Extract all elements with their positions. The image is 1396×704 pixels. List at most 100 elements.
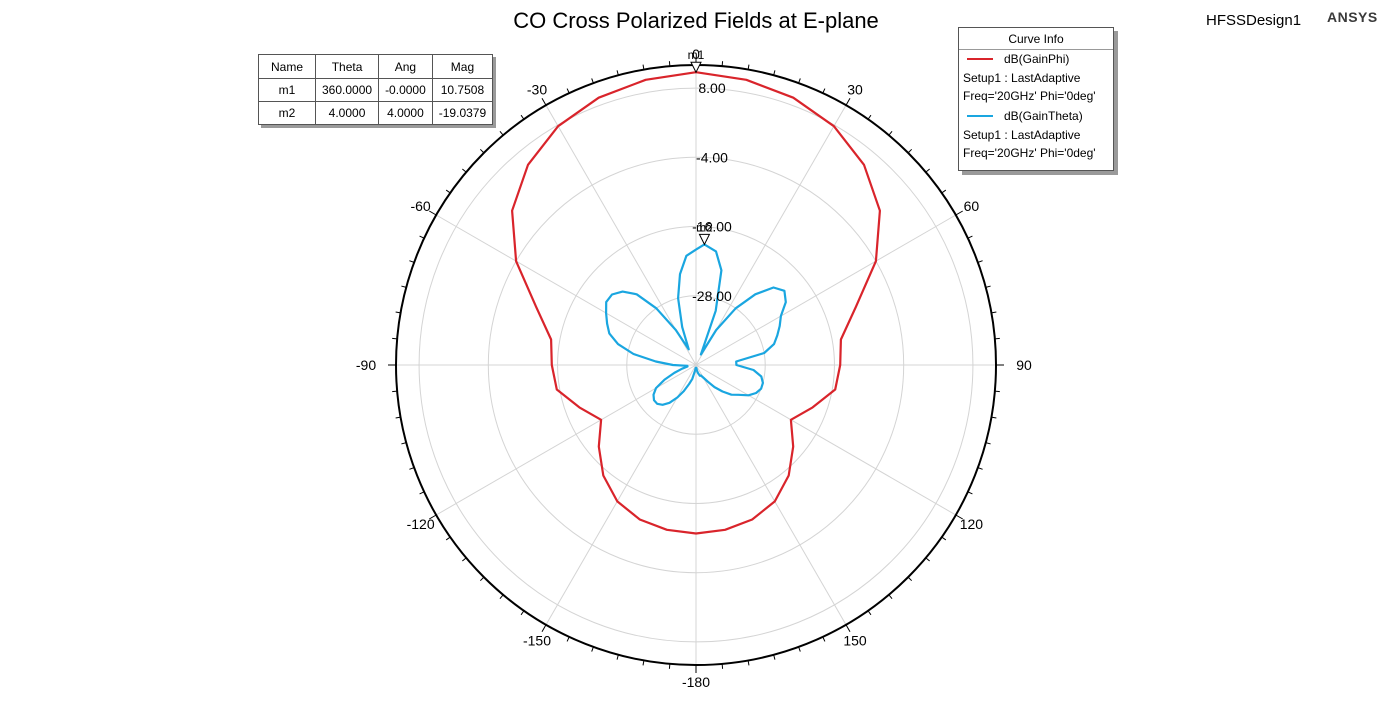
cell-mag: -19.0379	[431, 101, 494, 125]
angle-tick	[941, 536, 947, 541]
cell-ang: 4.0000	[378, 101, 433, 125]
angle-tick	[985, 285, 991, 288]
angle-tick	[479, 148, 485, 154]
legend-series-name: dB(GainTheta)	[1004, 109, 1083, 123]
angle-tick	[967, 491, 973, 495]
angle-tick	[967, 235, 973, 239]
grid-spoke	[435, 364, 697, 516]
angle-tick	[419, 491, 425, 495]
angle-label: 150	[843, 632, 867, 648]
legend-series-name: dB(GainPhi)	[1004, 52, 1070, 66]
angle-label: 0	[692, 46, 700, 62]
grid-spoke	[695, 364, 957, 516]
marker-table: Name Theta Ang Mag m1 360.0000 -0.0000 1…	[258, 54, 494, 125]
angle-tick	[773, 654, 776, 660]
angle-tick	[499, 131, 504, 136]
cell-ang: -0.0000	[378, 78, 433, 102]
angle-label: -60	[410, 198, 430, 214]
marker-label: m2	[696, 220, 713, 234]
angle-tick	[520, 610, 525, 616]
radial-tick-label: -16.00	[692, 219, 732, 235]
angle-tick	[747, 660, 750, 666]
radial-tick-label: -4.00	[696, 149, 728, 165]
grid-spoke	[695, 104, 847, 366]
series-line-gaintheta	[605, 243, 787, 406]
chart-title: CO Cross Polarized Fields at E-plane	[513, 8, 879, 33]
angle-tick	[991, 416, 997, 419]
angle-label: -90	[356, 357, 376, 373]
angle-tick	[591, 646, 594, 652]
axis-labels: 0 30 60 90 120 150 -180 -150 -120 -90 -60 -30 8.00 -4…	[356, 46, 1032, 690]
cell-name: m1	[258, 78, 316, 102]
legend-setup: Setup1 : LastAdaptive	[963, 71, 1081, 85]
col-header-ang: Ang	[378, 54, 433, 79]
curve-info-legend: Curve Info dB(GainPhi) Setup1 : LastAdap…	[958, 27, 1114, 171]
angle-tick	[541, 624, 547, 632]
legend-setup: Setup1 : LastAdaptive	[963, 128, 1081, 142]
legend-freq: Freq='20GHz' Phi='0deg'	[963, 89, 1096, 103]
design-name: HFSSDesign1	[1206, 12, 1302, 29]
col-header-mag: Mag	[431, 54, 494, 79]
angle-tick	[395, 416, 401, 419]
angle-tick	[409, 467, 415, 470]
legend-swatch	[967, 58, 993, 60]
angle-label: 120	[960, 516, 984, 532]
angle-tick	[845, 98, 851, 106]
angle-tick	[822, 88, 826, 94]
angle-tick	[888, 594, 893, 599]
legend-item-gainphi[interactable]: dB(GainPhi) Setup1 : LastAdaptive Freq='…	[959, 50, 1113, 105]
marker-triangle	[698, 233, 711, 246]
col-header-name: Name	[258, 54, 316, 79]
legend-swatch	[967, 115, 993, 117]
angle-tick	[419, 235, 425, 239]
grid-spoke	[435, 214, 697, 366]
angle-label: 60	[964, 198, 980, 214]
angle-tick	[499, 594, 504, 599]
angle-tick	[955, 514, 963, 520]
angle-tick	[429, 210, 437, 216]
grid-spoke	[695, 364, 847, 626]
angle-tick	[445, 189, 451, 194]
angle-tick	[985, 442, 991, 445]
angle-tick	[888, 131, 893, 136]
cell-name: m2	[258, 101, 316, 125]
angle-tick	[907, 148, 913, 154]
series-line-gainphi	[511, 71, 881, 535]
angle-tick	[520, 114, 525, 120]
angle-tick	[822, 636, 826, 642]
angle-tick	[867, 610, 872, 616]
angle-tick	[747, 64, 750, 70]
angle-tick	[462, 168, 467, 173]
angle-tick	[616, 70, 619, 76]
angle-tick	[401, 285, 407, 288]
table-row: m2 4.0000 4.0000 -19.0379	[258, 101, 494, 125]
angle-label: 30	[847, 82, 863, 98]
vendor-logo: ANSYS	[1327, 9, 1378, 25]
angle-tick	[977, 260, 983, 263]
marker-triangle	[690, 61, 702, 74]
grid-spoke	[695, 214, 957, 366]
angle-tick	[867, 114, 872, 120]
angle-tick	[591, 78, 594, 84]
cell-theta: 4.0000	[314, 101, 380, 125]
angle-tick	[642, 660, 645, 666]
angle-tick	[925, 168, 930, 173]
cell-theta: 360.0000	[314, 78, 380, 102]
angle-tick	[907, 576, 913, 582]
angle-label: -120	[407, 516, 435, 532]
angle-tick	[409, 260, 415, 263]
table-row: m1 360.0000 -0.0000 10.7508	[258, 78, 494, 102]
cell-mag: 10.7508	[431, 78, 494, 102]
angle-label: -180	[682, 674, 710, 690]
marker-table-header: Name Theta Ang Mag	[258, 54, 494, 79]
radial-tick-label: 8.00	[698, 80, 725, 96]
angle-tick	[925, 557, 930, 562]
angle-label: -150	[523, 632, 551, 648]
legend-item-gaintheta[interactable]: dB(GainTheta) Setup1 : LastAdaptive Freq…	[959, 107, 1113, 162]
angle-tick	[798, 646, 801, 652]
angle-tick	[955, 210, 963, 216]
angle-tick	[616, 654, 619, 660]
angle-tick	[462, 557, 467, 562]
angle-label: 90	[1016, 357, 1032, 373]
